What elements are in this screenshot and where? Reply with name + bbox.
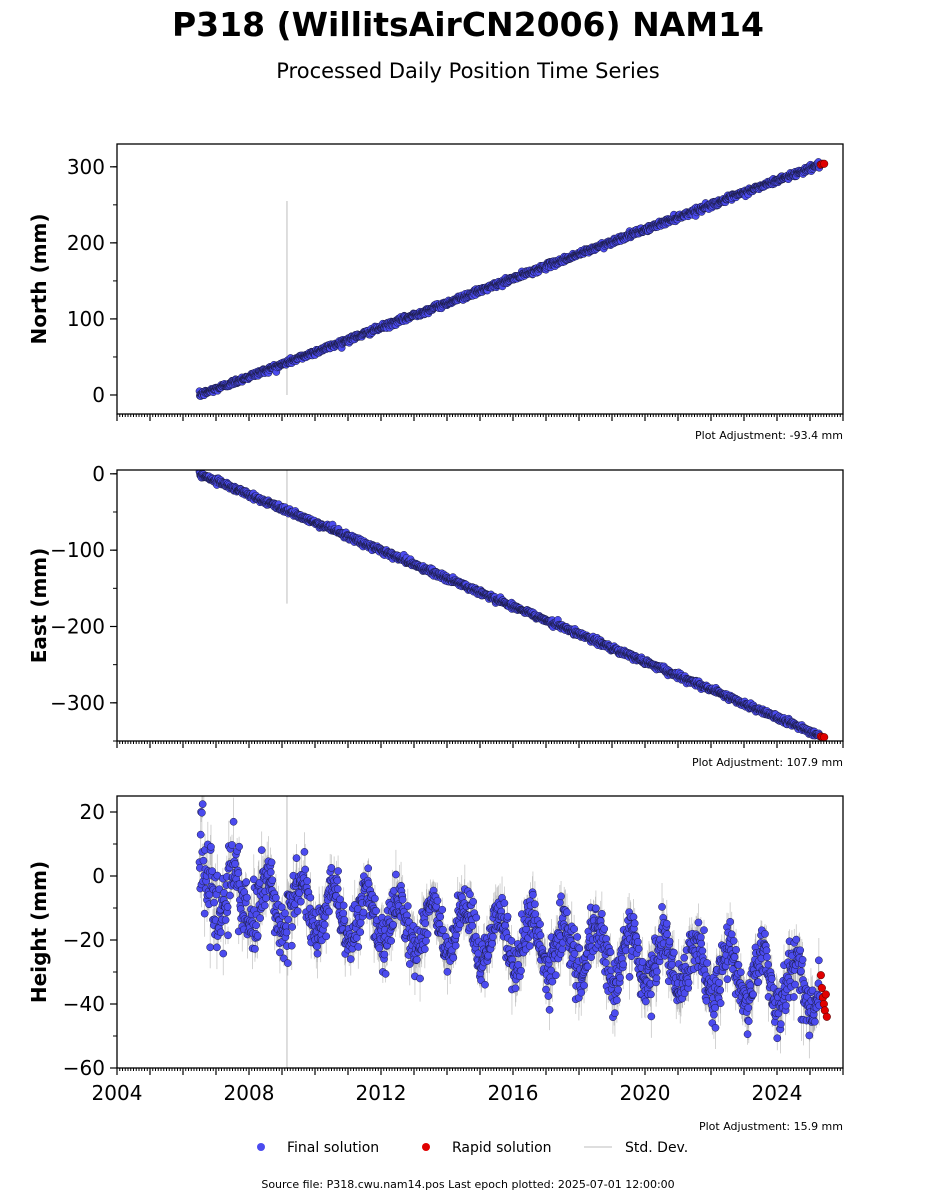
plot-frame — [116, 143, 844, 415]
plot-area — [195, 470, 829, 741]
rapid-solution-points — [816, 159, 829, 169]
y-ticks: 0 100 200 300 — [67, 155, 117, 407]
y-tick-label: 0 — [92, 383, 105, 407]
x-ticks — [116, 414, 844, 421]
final-solution-points — [195, 158, 824, 400]
panel-1: 0 100 200 300 North (mm) Plot Adjustment: -93… — [27, 143, 844, 442]
y-tick-label: 100 — [67, 307, 105, 331]
panels: 0 100 200 300 North (mm) Plot Adjustment: -93… — [27, 143, 844, 1133]
y-axis-label: North (mm) — [27, 213, 51, 344]
y-tick-label: 300 — [67, 155, 105, 179]
chart-subtitle: Processed Daily Position Time Series — [276, 59, 660, 83]
chart-title: P318 (WillitsAirCN2006) NAM14 — [172, 5, 764, 44]
y-tick-label: 200 — [67, 231, 105, 255]
plot-area — [195, 158, 829, 400]
rapid-point — [820, 159, 829, 168]
plot-adjustment: Plot Adjustment: -93.4 mm — [695, 429, 843, 442]
